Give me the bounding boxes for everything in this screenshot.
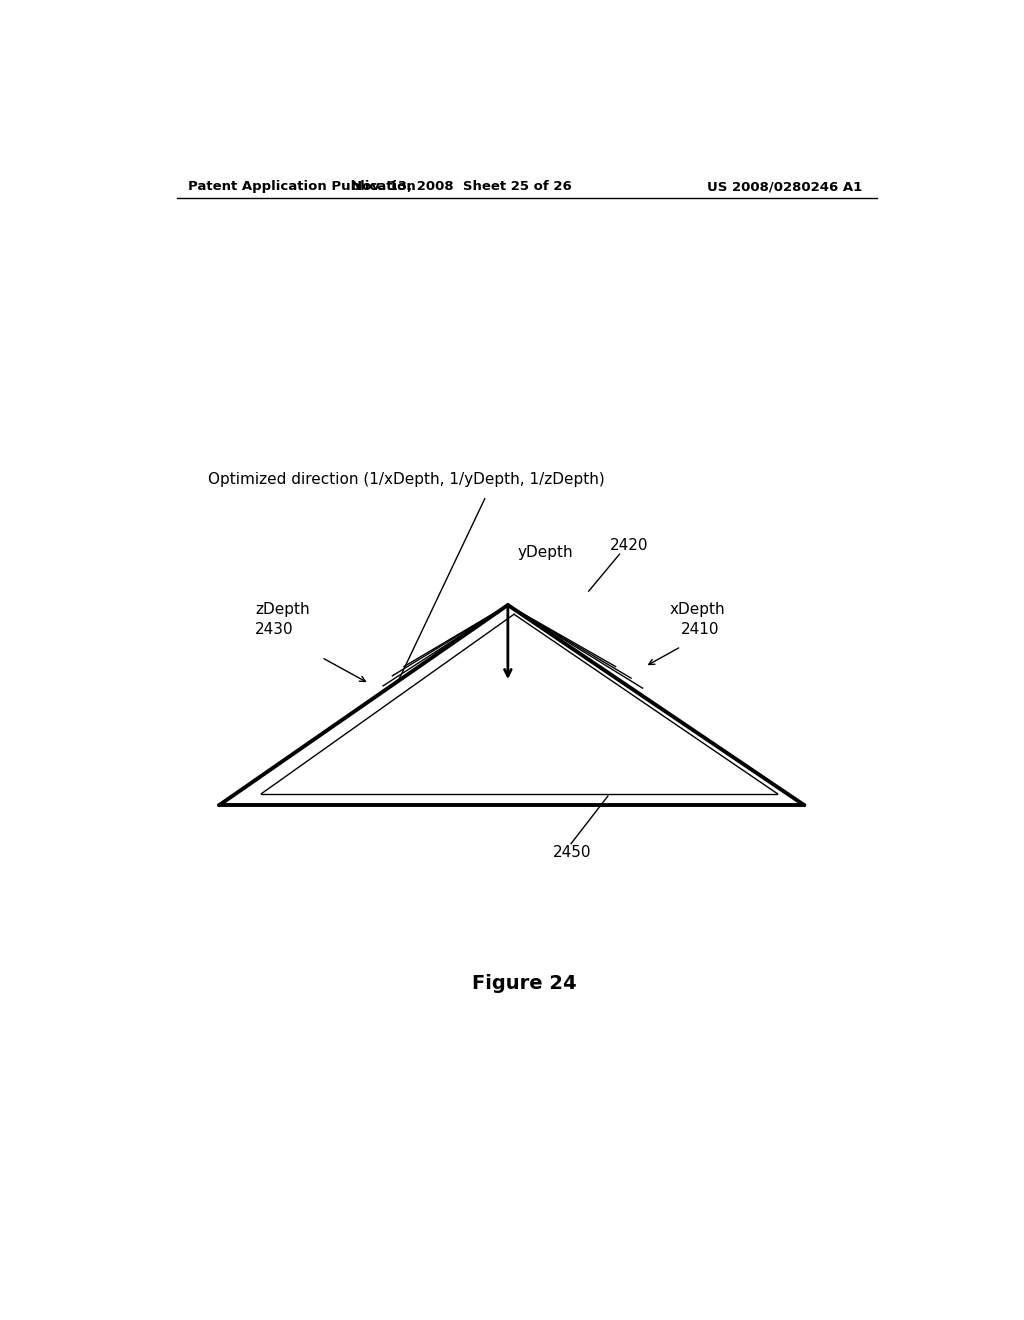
Text: 2430: 2430 [255,622,294,638]
Text: Patent Application Publication: Patent Application Publication [188,181,416,194]
Text: Figure 24: Figure 24 [472,974,578,994]
Text: 2420: 2420 [609,537,648,553]
Text: yDepth: yDepth [518,545,573,561]
Text: 2410: 2410 [681,622,720,638]
Text: Nov. 13, 2008  Sheet 25 of 26: Nov. 13, 2008 Sheet 25 of 26 [351,181,572,194]
Text: zDepth: zDepth [255,602,310,616]
Text: 2450: 2450 [553,845,591,861]
Text: xDepth: xDepth [670,602,725,616]
Text: US 2008/0280246 A1: US 2008/0280246 A1 [707,181,862,194]
Text: Optimized direction (1/xDepth, 1/yDepth, 1/zDepth): Optimized direction (1/xDepth, 1/yDepth,… [208,473,604,487]
